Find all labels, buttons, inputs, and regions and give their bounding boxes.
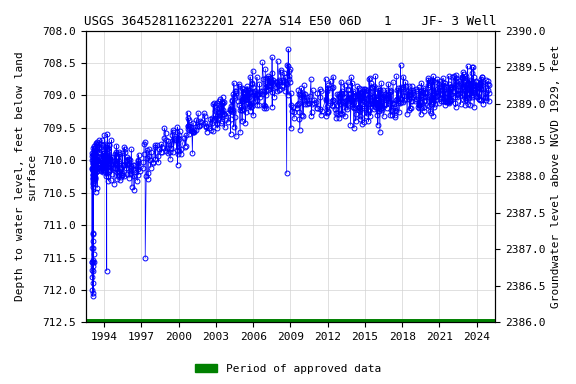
Legend: Period of approved data: Period of approved data (191, 359, 385, 379)
Title: USGS 364528116232201 227A S14 E50 06D   1    JF- 3 Well: USGS 364528116232201 227A S14 E50 06D 1 … (84, 15, 497, 28)
Y-axis label: Groundwater level above NGVD 1929, feet: Groundwater level above NGVD 1929, feet (551, 45, 561, 308)
Y-axis label: Depth to water level, feet below land
surface: Depth to water level, feet below land su… (15, 51, 37, 301)
